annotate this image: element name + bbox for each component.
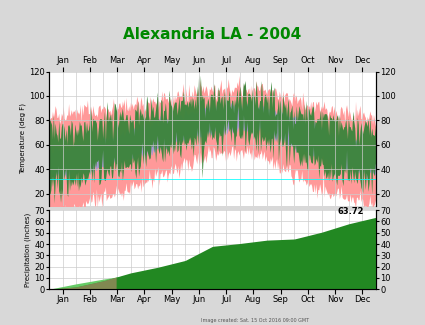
Y-axis label: Temperature (deg F): Temperature (deg F): [20, 103, 26, 174]
Text: Alexandria LA - 2004: Alexandria LA - 2004: [123, 27, 302, 42]
Y-axis label: Precipitation (inches): Precipitation (inches): [25, 213, 31, 287]
Text: Image created: Sat. 15 Oct 2016 09:00 GMT: Image created: Sat. 15 Oct 2016 09:00 GM…: [201, 318, 309, 323]
Text: 63.72: 63.72: [338, 207, 365, 216]
